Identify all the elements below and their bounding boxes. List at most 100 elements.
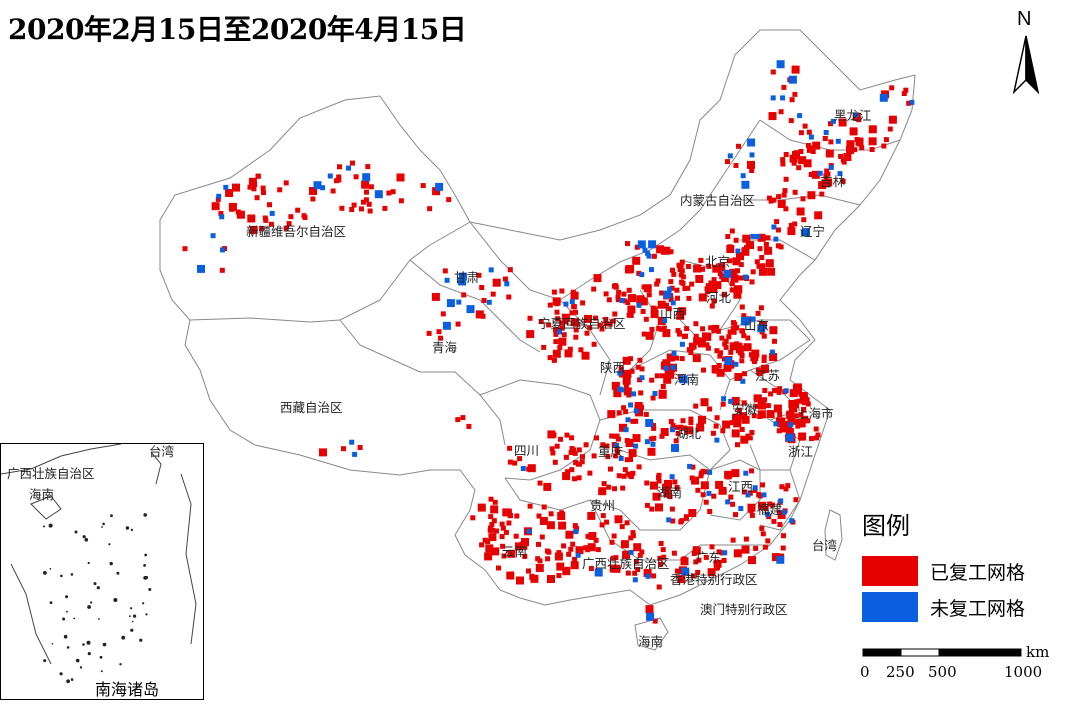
unresumed-cell (216, 193, 222, 199)
resumed-cell (569, 467, 575, 473)
unresumed-cell (619, 298, 625, 303)
resumed-cell (730, 343, 736, 349)
island-dot (87, 652, 91, 656)
resumed-cell (536, 513, 542, 519)
resumed-cell (492, 278, 501, 287)
resumed-cell (558, 436, 563, 442)
resumed-cell (693, 264, 702, 273)
unresumed-cell (625, 417, 631, 423)
unresumed-cell (723, 269, 732, 278)
island-dot (113, 598, 118, 602)
resumed-cell (514, 513, 520, 519)
resumed-cell (777, 522, 783, 527)
resumed-cell (612, 486, 617, 492)
resumed-cell (644, 480, 650, 486)
region-label: 辽宁 (800, 224, 825, 239)
resumed-cell (789, 389, 798, 398)
unresumed-cell (671, 351, 677, 356)
resumed-cell (660, 428, 669, 436)
island-dot (121, 635, 126, 640)
resumed-cell (741, 313, 747, 319)
unresumed-cell (770, 95, 776, 101)
resumed-cell (640, 309, 646, 314)
unresumed-cell (269, 210, 275, 216)
unresumed-cell (197, 264, 205, 273)
island-dot (145, 613, 148, 616)
resumed-cell (719, 335, 725, 341)
resumed-cell (763, 505, 769, 511)
resumed-cell (576, 475, 582, 481)
island-dot (108, 543, 111, 546)
resumed-cell (532, 577, 538, 583)
resumed-cell (783, 486, 789, 492)
resumed-cell (801, 395, 807, 401)
resumed-cell (598, 487, 607, 496)
resumed-cell (573, 525, 579, 531)
resumed-cell (813, 426, 819, 432)
resumed-cell (782, 188, 788, 194)
resumed-cell (660, 361, 669, 370)
unresumed-cell (644, 439, 650, 445)
unresumed-cell (830, 118, 836, 124)
island-dot (130, 528, 134, 532)
resumed-cell (565, 469, 571, 475)
resumed-cell (650, 481, 658, 490)
resumed-cell (431, 292, 440, 301)
resumed-cell (887, 126, 893, 132)
resumed-cell (225, 189, 234, 197)
resumed-cell (766, 410, 775, 419)
resumed-cell (768, 198, 774, 204)
unresumed-cell (666, 517, 672, 523)
resumed-cell (662, 483, 670, 492)
resumed-cell (772, 338, 777, 344)
resumed-cell (438, 335, 444, 341)
unresumed-cell (687, 463, 693, 469)
resumed-cell (758, 305, 764, 311)
unresumed-cell (362, 173, 371, 182)
resumed-cell (499, 521, 505, 527)
island-dot (133, 614, 137, 618)
resumed-cell (638, 390, 644, 396)
resumed-cell (288, 214, 294, 220)
resumed-cell (700, 481, 709, 490)
resumed-cell (741, 545, 750, 554)
resumed-cell (476, 272, 482, 278)
resumed-cell (573, 334, 579, 340)
resumed-cell (705, 289, 711, 295)
resumed-cell (672, 479, 678, 485)
resumed-cell (709, 303, 715, 309)
resumed-cell (517, 578, 523, 584)
resumed-cell (350, 160, 355, 166)
resumed-grid-cells (182, 65, 912, 624)
unresumed-cell (557, 329, 563, 335)
resumed-cell (849, 127, 858, 136)
region-label: 甘肃 (454, 270, 479, 285)
resumed-cell (712, 368, 718, 374)
resumed-cell (515, 542, 523, 551)
resumed-cell (666, 367, 675, 376)
resumed-cell (570, 541, 576, 547)
island-dot (129, 615, 131, 617)
resumed-cell (746, 241, 754, 250)
resumed-cell (777, 412, 783, 418)
island-dot (79, 666, 83, 669)
resumed-cell (597, 322, 603, 328)
resumed-cell (569, 435, 575, 441)
resumed-cell (669, 506, 675, 512)
unresumed-cell (797, 113, 803, 119)
unresumed-cell (724, 357, 733, 365)
unresumed-cell (456, 299, 462, 305)
resumed-cell (650, 310, 659, 319)
resumed-cell (678, 272, 684, 278)
resumed-cell (652, 618, 658, 624)
island-dot (143, 513, 147, 517)
island-dot (86, 640, 91, 645)
resumed-cell (382, 205, 388, 211)
resumed-cell (716, 561, 722, 567)
island-dot (63, 634, 68, 639)
unresumed-cell (733, 361, 739, 367)
unresumed-cell (313, 181, 322, 190)
resumed-cell (679, 518, 685, 524)
resumed-cell (549, 575, 555, 581)
resumed-cell (656, 245, 665, 254)
